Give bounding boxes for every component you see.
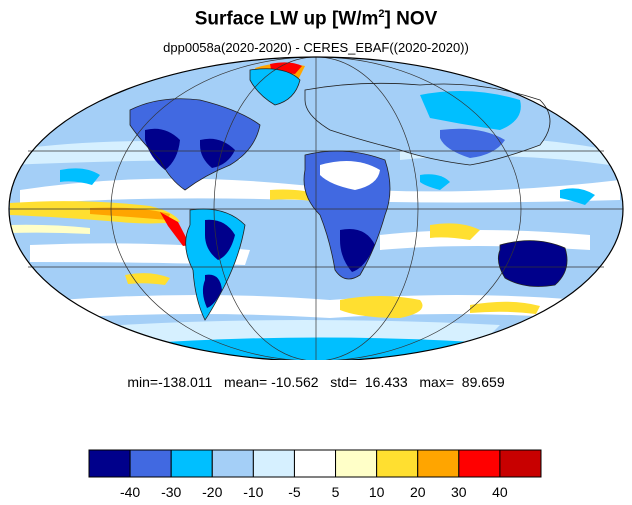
colorbar-box-9 — [458, 449, 501, 478]
colorbar-tick-label: -40 — [120, 484, 140, 500]
field-band-white-4 — [60, 295, 580, 318]
field-region-antarctica — [120, 337, 520, 360]
colorbar-tick-label: 20 — [410, 484, 426, 500]
colorbar-tick-label: -30 — [161, 484, 181, 500]
colorbar-tick-label: -5 — [288, 484, 301, 500]
colorbar-tick-label: -20 — [202, 484, 222, 500]
colorbar-box-4 — [252, 449, 295, 478]
world-map — [8, 56, 624, 360]
field-patch-yellow-satl — [340, 296, 423, 318]
field-patch-mid-2 — [560, 188, 595, 205]
colorbar-boxes — [88, 449, 542, 478]
field-dark-safrica — [340, 229, 375, 272]
colorbar-box-6 — [335, 449, 378, 478]
colorbar-tick-label: 5 — [332, 484, 340, 500]
colorbar-box-1 — [129, 449, 172, 478]
colorbar-box-0 — [88, 449, 131, 478]
stats-min: -138.011 — [158, 374, 213, 390]
stats-min-label: min= — [127, 374, 159, 390]
field-red-peru — [160, 212, 190, 246]
field-region-australia — [498, 240, 568, 287]
field-mid-siberia — [420, 91, 521, 130]
colorbar-box-10 — [499, 449, 542, 478]
stats-max-label: max= — [419, 374, 455, 390]
title-suffix: ] NOV — [384, 8, 438, 30]
field-region-greenland — [250, 68, 300, 105]
colorbar-box-2 — [170, 449, 213, 478]
title-superscript: 2 — [378, 8, 385, 20]
field-patch-mid-3 — [60, 168, 100, 185]
colorbar-box-5 — [293, 449, 337, 478]
colorbar-box-3 — [211, 449, 254, 478]
stats-std-label: std= — [330, 374, 358, 390]
stats-max: 89.659 — [461, 374, 505, 390]
field-dark-sam-2 — [202, 274, 222, 308]
colorbar-box-8 — [417, 449, 460, 478]
field-dark-sam-1 — [205, 219, 235, 260]
field-region-north-america — [130, 98, 260, 190]
field-light-sahara — [320, 161, 380, 190]
field-dark-nam-1 — [145, 128, 180, 170]
colorbar-box-7 — [376, 449, 419, 478]
stats-mean: -10.562 — [271, 374, 319, 390]
field-dark-nam-2 — [200, 138, 235, 168]
colorbar-tick-label: -10 — [243, 484, 263, 500]
field-band-light-3 — [120, 320, 500, 345]
field-band-cream-1 — [10, 224, 90, 234]
stats-std: 16.433 — [364, 374, 408, 390]
field-patch-yellow-sind — [470, 301, 540, 314]
colorbar-tick-label: 10 — [369, 484, 385, 500]
coastlines — [129, 68, 568, 321]
colorbar-labels: -40 -30 -20 -10 -5 5 10 20 30 40 — [120, 484, 508, 500]
colorbar-tick-label: 40 — [492, 484, 508, 500]
stats-line: min=-138.011 mean= -10.562 std= 16.433 m… — [0, 374, 632, 390]
colorbar-tick-label: 30 — [451, 484, 467, 500]
plot-subtitle: dpp0058a(2020-2020) - CERES_EBAF((2020-2… — [163, 40, 469, 55]
map-border — [8, 56, 624, 360]
stats-mean-label: mean= — [224, 374, 268, 390]
field-band-orange-pacific — [90, 207, 170, 220]
field-patch-mid-1 — [420, 174, 450, 190]
plot-title: Surface LW up [W/m2] NOV — [0, 8, 632, 30]
title-main: Surface LW up [W/m — [194, 8, 379, 30]
field-patch-yellow-ind — [430, 223, 480, 240]
